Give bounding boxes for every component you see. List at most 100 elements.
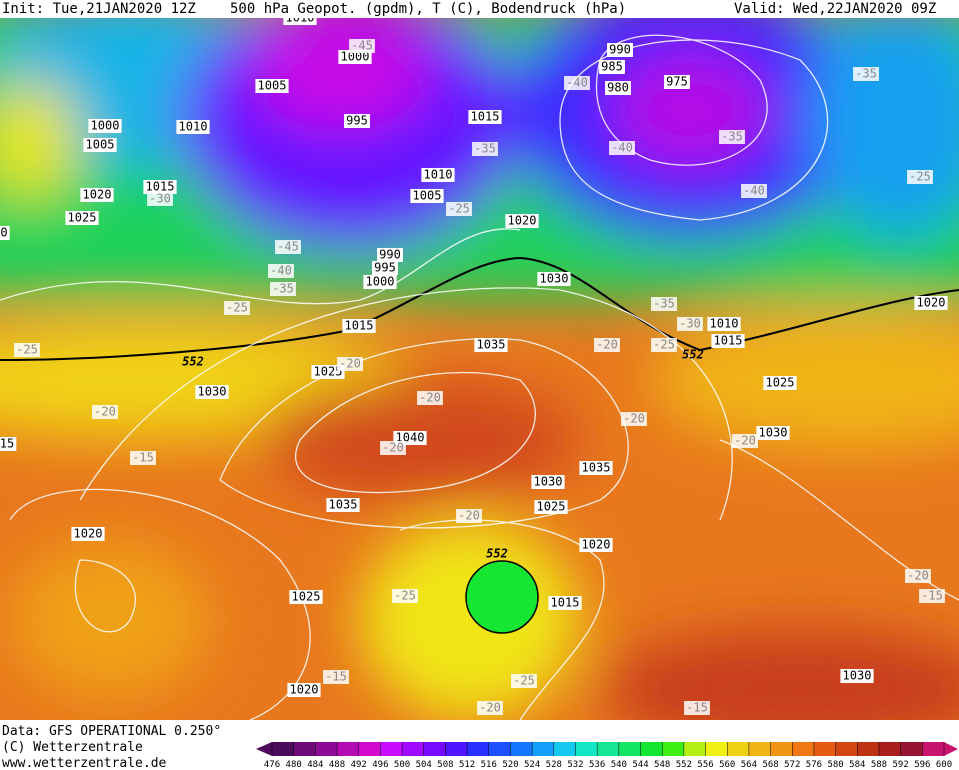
colorbar-swatch [597, 742, 620, 756]
colorbar: 476 480 484 488 492 496 500 504 508 512 516 520 524 5… [256, 742, 958, 770]
label-box [456, 509, 482, 523]
label-box [88, 119, 122, 133]
colorbar-swatch [575, 742, 598, 756]
isobar-label: 1025 [766, 376, 795, 390]
colorbar-tick-label: 492 [351, 760, 367, 770]
isotherm-label: -45 [351, 39, 373, 53]
isobar-label: 1015 [714, 334, 743, 348]
isotherm-label: -15 [325, 670, 347, 684]
isobar-label: 995 [346, 114, 368, 128]
colorbar-tick-label: 572 [784, 760, 800, 770]
isotherm-label: -35 [272, 282, 294, 296]
label-box [511, 674, 537, 688]
colorbar-tick-label: 600 [936, 760, 952, 770]
colorbar-swatch [857, 742, 880, 756]
label-box [224, 301, 250, 315]
colorbar-tick-label: 500 [394, 760, 410, 770]
label-box [195, 385, 229, 399]
colorbar-tick-label: 552 [676, 760, 692, 770]
label-box [468, 110, 502, 124]
label-box [651, 297, 677, 311]
colorbar-swatch [510, 742, 533, 756]
colorbar-tick-label: 476 [264, 760, 280, 770]
colorbar-swatch [315, 742, 338, 756]
label-box [287, 683, 321, 697]
isotherm-label: -45 [277, 240, 299, 254]
label-box [684, 701, 710, 715]
isotherm-label: -20 [458, 509, 480, 523]
isotherm-label: -25 [226, 301, 248, 315]
colorbar-tick-label: 508 [437, 760, 453, 770]
isobar-label: 975 [666, 75, 688, 89]
isobar-label: 1030 [759, 426, 788, 440]
colorbar-swatch [532, 742, 555, 756]
colorbar-swatch [705, 742, 728, 756]
copyright: (C) Wetterzentrale [2, 740, 143, 755]
isobar-label: 1000 [366, 275, 395, 289]
colorbar-tick-label: 560 [719, 760, 735, 770]
label-box [651, 338, 677, 352]
colorbar-swatch [445, 742, 468, 756]
label-box [907, 170, 933, 184]
label-box [421, 168, 455, 182]
label-box [255, 79, 289, 93]
colorbar-tick-label: 488 [329, 760, 345, 770]
isobar-label: 0 [0, 226, 7, 240]
label-box [392, 589, 418, 603]
colorbar-tick-label: 556 [697, 760, 713, 770]
isotherm-label: -15 [921, 589, 943, 603]
colorbar-tick-label: 528 [546, 760, 562, 770]
colorbar-tick-label: 596 [914, 760, 930, 770]
isobar-label: 1020 [83, 188, 112, 202]
label-box [548, 596, 582, 610]
label-box [372, 261, 398, 275]
colorbar-tick-label: 512 [459, 760, 475, 770]
isotherm-label: -25 [448, 202, 470, 216]
isotherm-label: -20 [734, 434, 756, 448]
valid-time: Valid: Wed,22JAN2020 09Z [734, 1, 936, 17]
isobar-label: 1035 [477, 338, 506, 352]
label-box [349, 39, 375, 53]
label-box [741, 184, 767, 198]
isobar-label: 1030 [843, 669, 872, 683]
isobar-label: 1010 [286, 11, 315, 25]
isotherm-label: -40 [566, 76, 588, 90]
colorbar-swatch [792, 742, 815, 756]
isotherm-label: -40 [270, 264, 292, 278]
isobar-label: 985 [601, 60, 623, 74]
isobar-label: 1005 [258, 79, 287, 93]
colorbar-swatch [878, 742, 902, 756]
isotherm-label: -20 [907, 569, 929, 583]
isobar-label: 1025 [292, 590, 321, 604]
colorbar-tick-label: 480 [286, 760, 302, 770]
colorbar-tick-label: 484 [307, 760, 323, 770]
label-box [268, 264, 294, 278]
label-box [677, 317, 703, 331]
colorbar-tick-label: 524 [524, 760, 540, 770]
isobar-label: 1030 [540, 272, 569, 286]
colorbar-swatch [380, 742, 403, 756]
label-box [338, 50, 372, 64]
isobar-label: 990 [379, 248, 401, 262]
colorbar-tick-label: 548 [654, 760, 670, 770]
isotherm-label: -40 [743, 184, 765, 198]
colorbar-swatch [748, 742, 772, 756]
label-box [564, 76, 590, 90]
colorbar-tick-label: 536 [589, 760, 605, 770]
label-box [311, 365, 345, 379]
contour-label: 552 [486, 547, 508, 561]
label-box [410, 189, 444, 203]
isotherm-label: -40 [611, 141, 633, 155]
isobar-label: 1015 [345, 319, 374, 333]
isobar-label: 1030 [198, 385, 227, 399]
isotherm-label: -25 [394, 589, 416, 603]
label-box [380, 441, 406, 455]
label-box [732, 434, 758, 448]
colorbar-swatch [272, 742, 295, 756]
contour-label: 552 [182, 355, 204, 369]
colorbar-swatch [900, 742, 923, 756]
isobar-label: 1025 [537, 500, 566, 514]
colorbar-swatch [618, 742, 642, 756]
isobar-label: 1010 [710, 317, 739, 331]
colorbar-tick-label: 568 [762, 760, 778, 770]
